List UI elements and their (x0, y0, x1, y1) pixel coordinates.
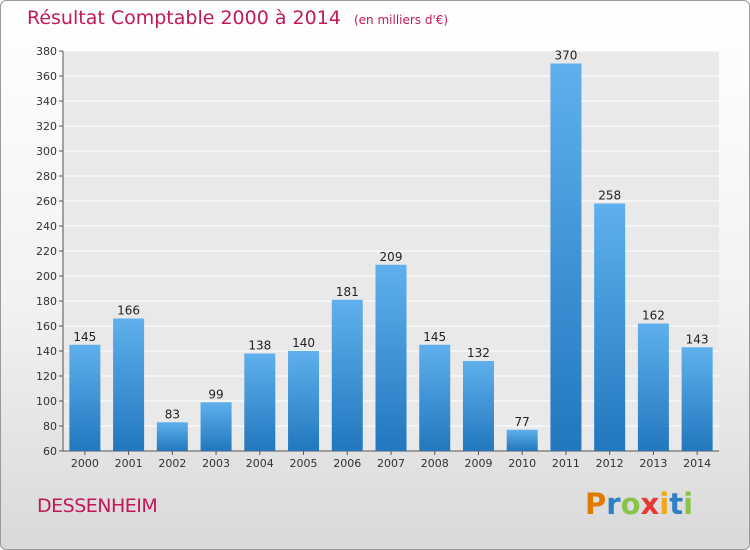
data-label-2013: 162 (642, 309, 665, 323)
y-tick-label: 140 (36, 345, 57, 358)
data-label-2000: 145 (73, 330, 96, 344)
x-tick-label-2007: 2007 (377, 457, 405, 470)
x-tick-label-2003: 2003 (202, 457, 230, 470)
x-tick-label-2004: 2004 (246, 457, 274, 470)
y-tick-label: 200 (36, 270, 57, 283)
y-tick-label: 220 (36, 245, 57, 258)
data-label-2004: 138 (248, 339, 271, 353)
y-tick-label: 380 (36, 45, 57, 58)
commune-name: DESSENHEIM (37, 495, 158, 517)
bar-2007 (375, 264, 407, 451)
logo-letter: t (669, 487, 684, 521)
y-tick-label: 160 (36, 320, 57, 333)
x-tick-label-2001: 2001 (115, 457, 143, 470)
data-label-2010: 77 (515, 415, 530, 429)
x-tick-label-2012: 2012 (596, 457, 624, 470)
y-tick-label: 60 (43, 445, 57, 458)
x-tick-label-2011: 2011 (552, 457, 580, 470)
x-tick-label-2002: 2002 (158, 457, 186, 470)
chart-title: Résultat Comptable 2000 à 2014 (27, 7, 341, 29)
data-label-2011: 370 (554, 49, 577, 63)
logo-letter: r (606, 487, 621, 521)
data-label-2007: 209 (380, 250, 403, 264)
data-label-2006: 181 (336, 285, 359, 299)
bar-2012 (594, 203, 626, 451)
bar-2004 (244, 353, 276, 451)
logo-letter: x (640, 487, 660, 521)
bar-2005 (288, 351, 320, 451)
x-tick-label-2008: 2008 (421, 457, 449, 470)
x-tick-label-2014: 2014 (683, 457, 711, 470)
x-tick-label-2005: 2005 (290, 457, 318, 470)
bar-2008 (419, 344, 451, 451)
data-label-2003: 99 (208, 387, 223, 401)
data-label-2012: 258 (598, 189, 621, 203)
proxiti-logo: Proxiti (585, 487, 693, 521)
bar-2013 (637, 323, 669, 451)
y-tick-label: 280 (36, 170, 57, 183)
y-tick-label: 100 (36, 395, 57, 408)
data-label-2008: 145 (423, 330, 446, 344)
bar-2002 (156, 422, 188, 451)
data-label-2014: 143 (686, 332, 709, 346)
x-tick-label-2009: 2009 (464, 457, 492, 470)
bar-2003 (200, 402, 232, 451)
x-tick-label-2000: 2000 (71, 457, 99, 470)
data-label-2005: 140 (292, 336, 315, 350)
x-tick-label-2006: 2006 (333, 457, 361, 470)
x-tick-label-2013: 2013 (639, 457, 667, 470)
data-label-2001: 166 (117, 304, 140, 318)
title-row: Résultat Comptable 2000 à 2014 (en milli… (27, 7, 448, 29)
data-label-2009: 132 (467, 346, 490, 360)
logo-letter: i (683, 487, 694, 521)
logo-letter: i (659, 487, 670, 521)
y-tick-label: 180 (36, 295, 57, 308)
bar-2010 (506, 429, 538, 451)
bar-2011 (550, 63, 582, 451)
bar-2006 (331, 299, 363, 451)
y-tick-label: 80 (43, 420, 57, 433)
logo-letter: P (585, 487, 607, 521)
bar-2000 (69, 344, 101, 451)
y-tick-label: 360 (36, 70, 57, 83)
logo-letter: o (620, 487, 641, 521)
y-tick-label: 240 (36, 220, 57, 233)
y-tick-label: 320 (36, 120, 57, 133)
y-tick-label: 260 (36, 195, 57, 208)
bar-2009 (462, 361, 494, 451)
y-tick-label: 300 (36, 145, 57, 158)
chart-subtitle: (en milliers d'€) (353, 13, 449, 27)
y-tick-label: 120 (36, 370, 57, 383)
data-label-2002: 83 (165, 407, 180, 421)
y-tick-label: 340 (36, 95, 57, 108)
bar-2001 (113, 318, 145, 451)
x-tick-label-2010: 2010 (508, 457, 536, 470)
bar-2014 (681, 347, 713, 451)
